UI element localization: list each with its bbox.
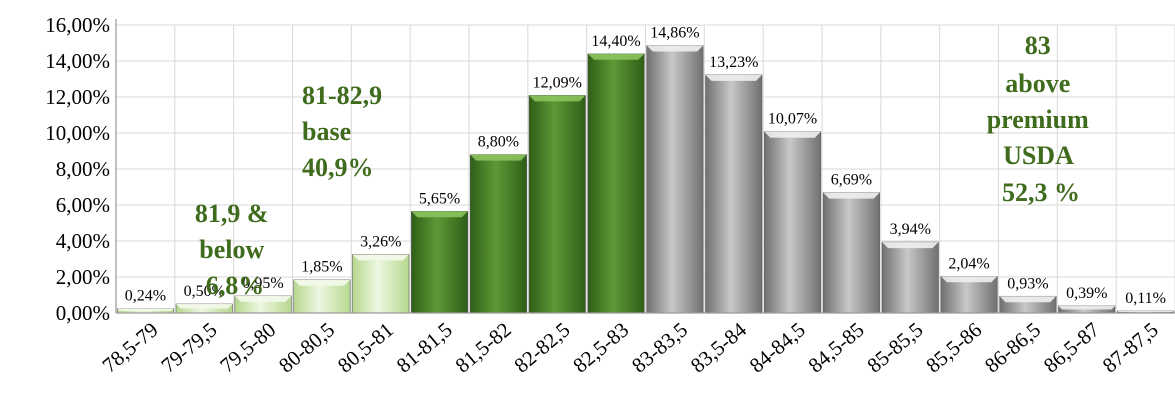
bar-bevel (529, 95, 586, 102)
y-tick-label: 2,00% (56, 265, 110, 289)
data-label: 10,07% (768, 111, 817, 128)
x-tick-label: 87-87,5 (1098, 317, 1163, 377)
bar-84-84,5 (764, 131, 822, 314)
annotation-above: 83 above premium USDA 52,3 % (987, 31, 1096, 207)
x-tick-label: 84,5-85 (804, 317, 869, 377)
annotation-base: 81-82,9 base 40,9% (302, 81, 389, 182)
x-tick-label: 82-82,5 (509, 317, 574, 377)
bar-81-81,5 (411, 211, 469, 314)
bar-81,5-82 (469, 154, 527, 314)
annotation-below: 81,9 & below 6,8% (195, 199, 275, 300)
data-label: 1,85% (301, 259, 342, 276)
data-label: 8,80% (478, 134, 519, 151)
bar-82,5-83 (587, 53, 645, 314)
bar-82-82,5 (528, 95, 586, 314)
data-label: 2,04% (948, 255, 989, 272)
x-tick-label: 82,5-83 (568, 317, 633, 377)
bar-bevel (470, 154, 527, 161)
y-tick-label: 8,00% (56, 157, 110, 181)
bar-84,5-85 (822, 192, 880, 314)
y-tick-label: 12,00% (45, 85, 110, 109)
y-tick-label: 0,00% (56, 301, 110, 325)
bar-80,5-81 (352, 254, 410, 314)
gridlines (115, 24, 1175, 313)
bar-bevel (940, 276, 998, 283)
y-tick-label: 10,00% (45, 121, 110, 145)
x-tick-label: 86,5-87 (1039, 317, 1104, 377)
data-label: 0,50% (184, 283, 225, 300)
bar-bevel (999, 296, 1057, 303)
data-label: 0,24% (125, 288, 166, 305)
bar-bevel (764, 131, 821, 138)
data-label: 6,69% (831, 172, 872, 189)
x-tick-label: 78,5-79 (98, 317, 163, 377)
y-tick-label: 6,00% (56, 193, 110, 217)
data-label: 0,11% (1125, 290, 1166, 307)
bar-85,5-86 (940, 275, 998, 314)
bar-bevel (234, 295, 292, 302)
data-label: 14,86% (650, 25, 699, 42)
x-tick-label: 85-85,5 (862, 317, 927, 377)
bar-83-83,5 (646, 45, 704, 314)
bar-bevel (1058, 305, 1115, 310)
y-tick-label: 14,00% (45, 49, 110, 73)
x-tick-label: 83,5-84 (686, 317, 751, 377)
x-tick-label: 79,5-80 (215, 317, 280, 377)
bar-bevel (293, 279, 351, 286)
data-label: 5,65% (419, 190, 460, 207)
x-tick-label: 84-84,5 (745, 317, 810, 377)
bar-bevel (411, 211, 468, 218)
x-tick-label: 80-80,5 (274, 317, 339, 377)
data-label: 3,26% (360, 233, 401, 250)
x-tick-label: 80,5-81 (333, 317, 398, 377)
bar-bevel (646, 45, 704, 52)
y-tick-label: 16,00% (45, 13, 110, 37)
data-label: 3,94% (890, 221, 931, 238)
bar-bevel (882, 242, 939, 249)
bar-bevel (352, 254, 409, 261)
x-tick-label: 81-81,5 (392, 317, 457, 377)
bar-bevel (705, 74, 762, 81)
bar-bevel (587, 53, 645, 60)
data-label: 0,39% (1066, 285, 1107, 302)
bar-bevel (1117, 311, 1174, 313)
x-tick-label: 81,5-82 (451, 317, 516, 377)
y-tick-label: 4,00% (56, 229, 110, 253)
data-label: 12,09% (533, 74, 582, 91)
data-label: 0,95% (242, 275, 283, 292)
x-tick-label: 86-86,5 (980, 317, 1045, 377)
x-tick-label: 85,5-86 (921, 317, 986, 377)
data-labels: 0,24% 0,50% 0,95% 1,85% 3,26% 5,65% 8,80% 12,09… (125, 25, 1166, 307)
x-tick-label: 83-83,5 (627, 317, 692, 377)
bar-bevel (176, 304, 233, 309)
bar-bevel (823, 192, 880, 199)
data-label: 0,93% (1007, 275, 1048, 292)
bar-83,5-84 (705, 74, 763, 314)
data-label: 14,40% (591, 33, 640, 50)
x-tick-label: 79-79,5 (156, 317, 221, 377)
data-label: 13,23% (709, 54, 758, 71)
bars (116, 45, 1175, 314)
bar-bevel (117, 308, 174, 311)
bar-85-85,5 (881, 241, 939, 314)
